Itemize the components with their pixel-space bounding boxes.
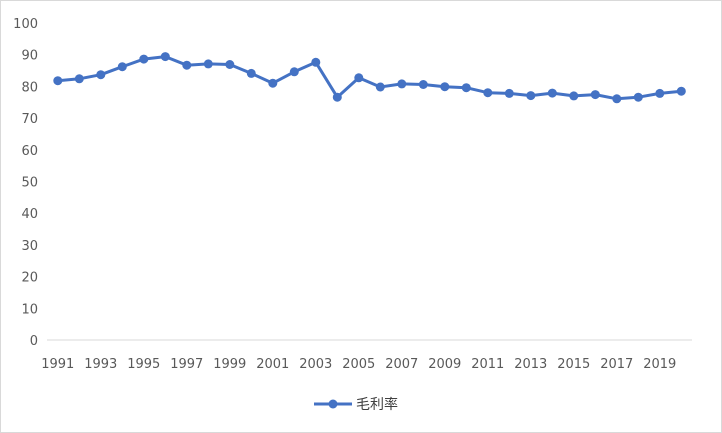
x-tick-label: 1997	[170, 357, 203, 372]
y-tick-label: 10	[21, 302, 38, 317]
x-tick-label: 2013	[514, 357, 547, 372]
data-point	[74, 74, 84, 84]
y-tick-label: 30	[21, 239, 38, 254]
data-point	[311, 57, 321, 67]
data-point	[225, 60, 235, 69]
x-tick-label: 2019	[643, 357, 676, 372]
series-layer	[53, 52, 686, 104]
data-point	[612, 94, 622, 104]
data-point	[461, 83, 471, 93]
data-point	[397, 79, 407, 89]
data-point	[569, 91, 579, 101]
data-point	[375, 82, 385, 92]
series-line	[57, 55, 682, 101]
data-point	[96, 70, 106, 80]
x-tick-label: 2005	[342, 357, 375, 372]
data-point	[332, 92, 342, 102]
x-tick-label: 2001	[256, 357, 289, 372]
legend: 毛利率	[314, 396, 398, 413]
x-tick-label: 2011	[471, 357, 504, 372]
y-tick-label: 90	[21, 49, 38, 64]
y-axis-tick-labels: 0 10 20 30 40 50 60 70 80 90 100	[13, 17, 38, 349]
y-tick-label: 80	[21, 80, 38, 95]
x-tick-label: 1991	[41, 357, 74, 372]
data-point	[160, 52, 170, 62]
y-tick-label: 60	[21, 144, 38, 159]
data-point	[182, 60, 192, 70]
data-point	[440, 82, 450, 92]
y-tick-label: 40	[21, 207, 38, 222]
data-point	[246, 68, 256, 78]
y-tick-label: 0	[30, 334, 38, 349]
data-point	[676, 86, 686, 96]
x-tick-label: 2007	[385, 357, 418, 372]
data-point	[590, 90, 600, 100]
x-tick-label: 2015	[557, 357, 590, 372]
x-tick-label: 2017	[600, 357, 633, 372]
x-tick-label: 1999	[213, 357, 246, 372]
data-point	[483, 88, 493, 98]
x-axis-tick-labels: 1991 1993 1995 1997 1999 2001 2003 2005 2007 2009…	[41, 357, 676, 372]
data-point	[139, 54, 149, 64]
data-point	[53, 76, 63, 86]
data-point	[633, 92, 643, 102]
y-tick-label: 20	[21, 271, 38, 286]
data-point	[655, 88, 665, 98]
data-point	[117, 62, 127, 72]
data-point	[504, 88, 514, 98]
y-tick-label: 70	[21, 112, 38, 127]
data-point	[289, 67, 299, 77]
x-tick-label: 2003	[299, 357, 332, 372]
data-point	[268, 78, 278, 88]
y-tick-label: 100	[13, 17, 38, 32]
legend-label: 毛利率	[356, 396, 398, 413]
legend-swatch-marker	[328, 399, 338, 409]
x-tick-label: 1995	[127, 357, 160, 372]
x-tick-label: 1993	[84, 357, 117, 372]
data-point	[418, 80, 428, 89]
data-point	[354, 73, 364, 83]
data-point	[203, 59, 213, 69]
data-point	[526, 91, 536, 101]
x-tick-label: 2009	[428, 357, 461, 372]
y-tick-label: 50	[21, 176, 38, 191]
data-point	[547, 88, 557, 98]
